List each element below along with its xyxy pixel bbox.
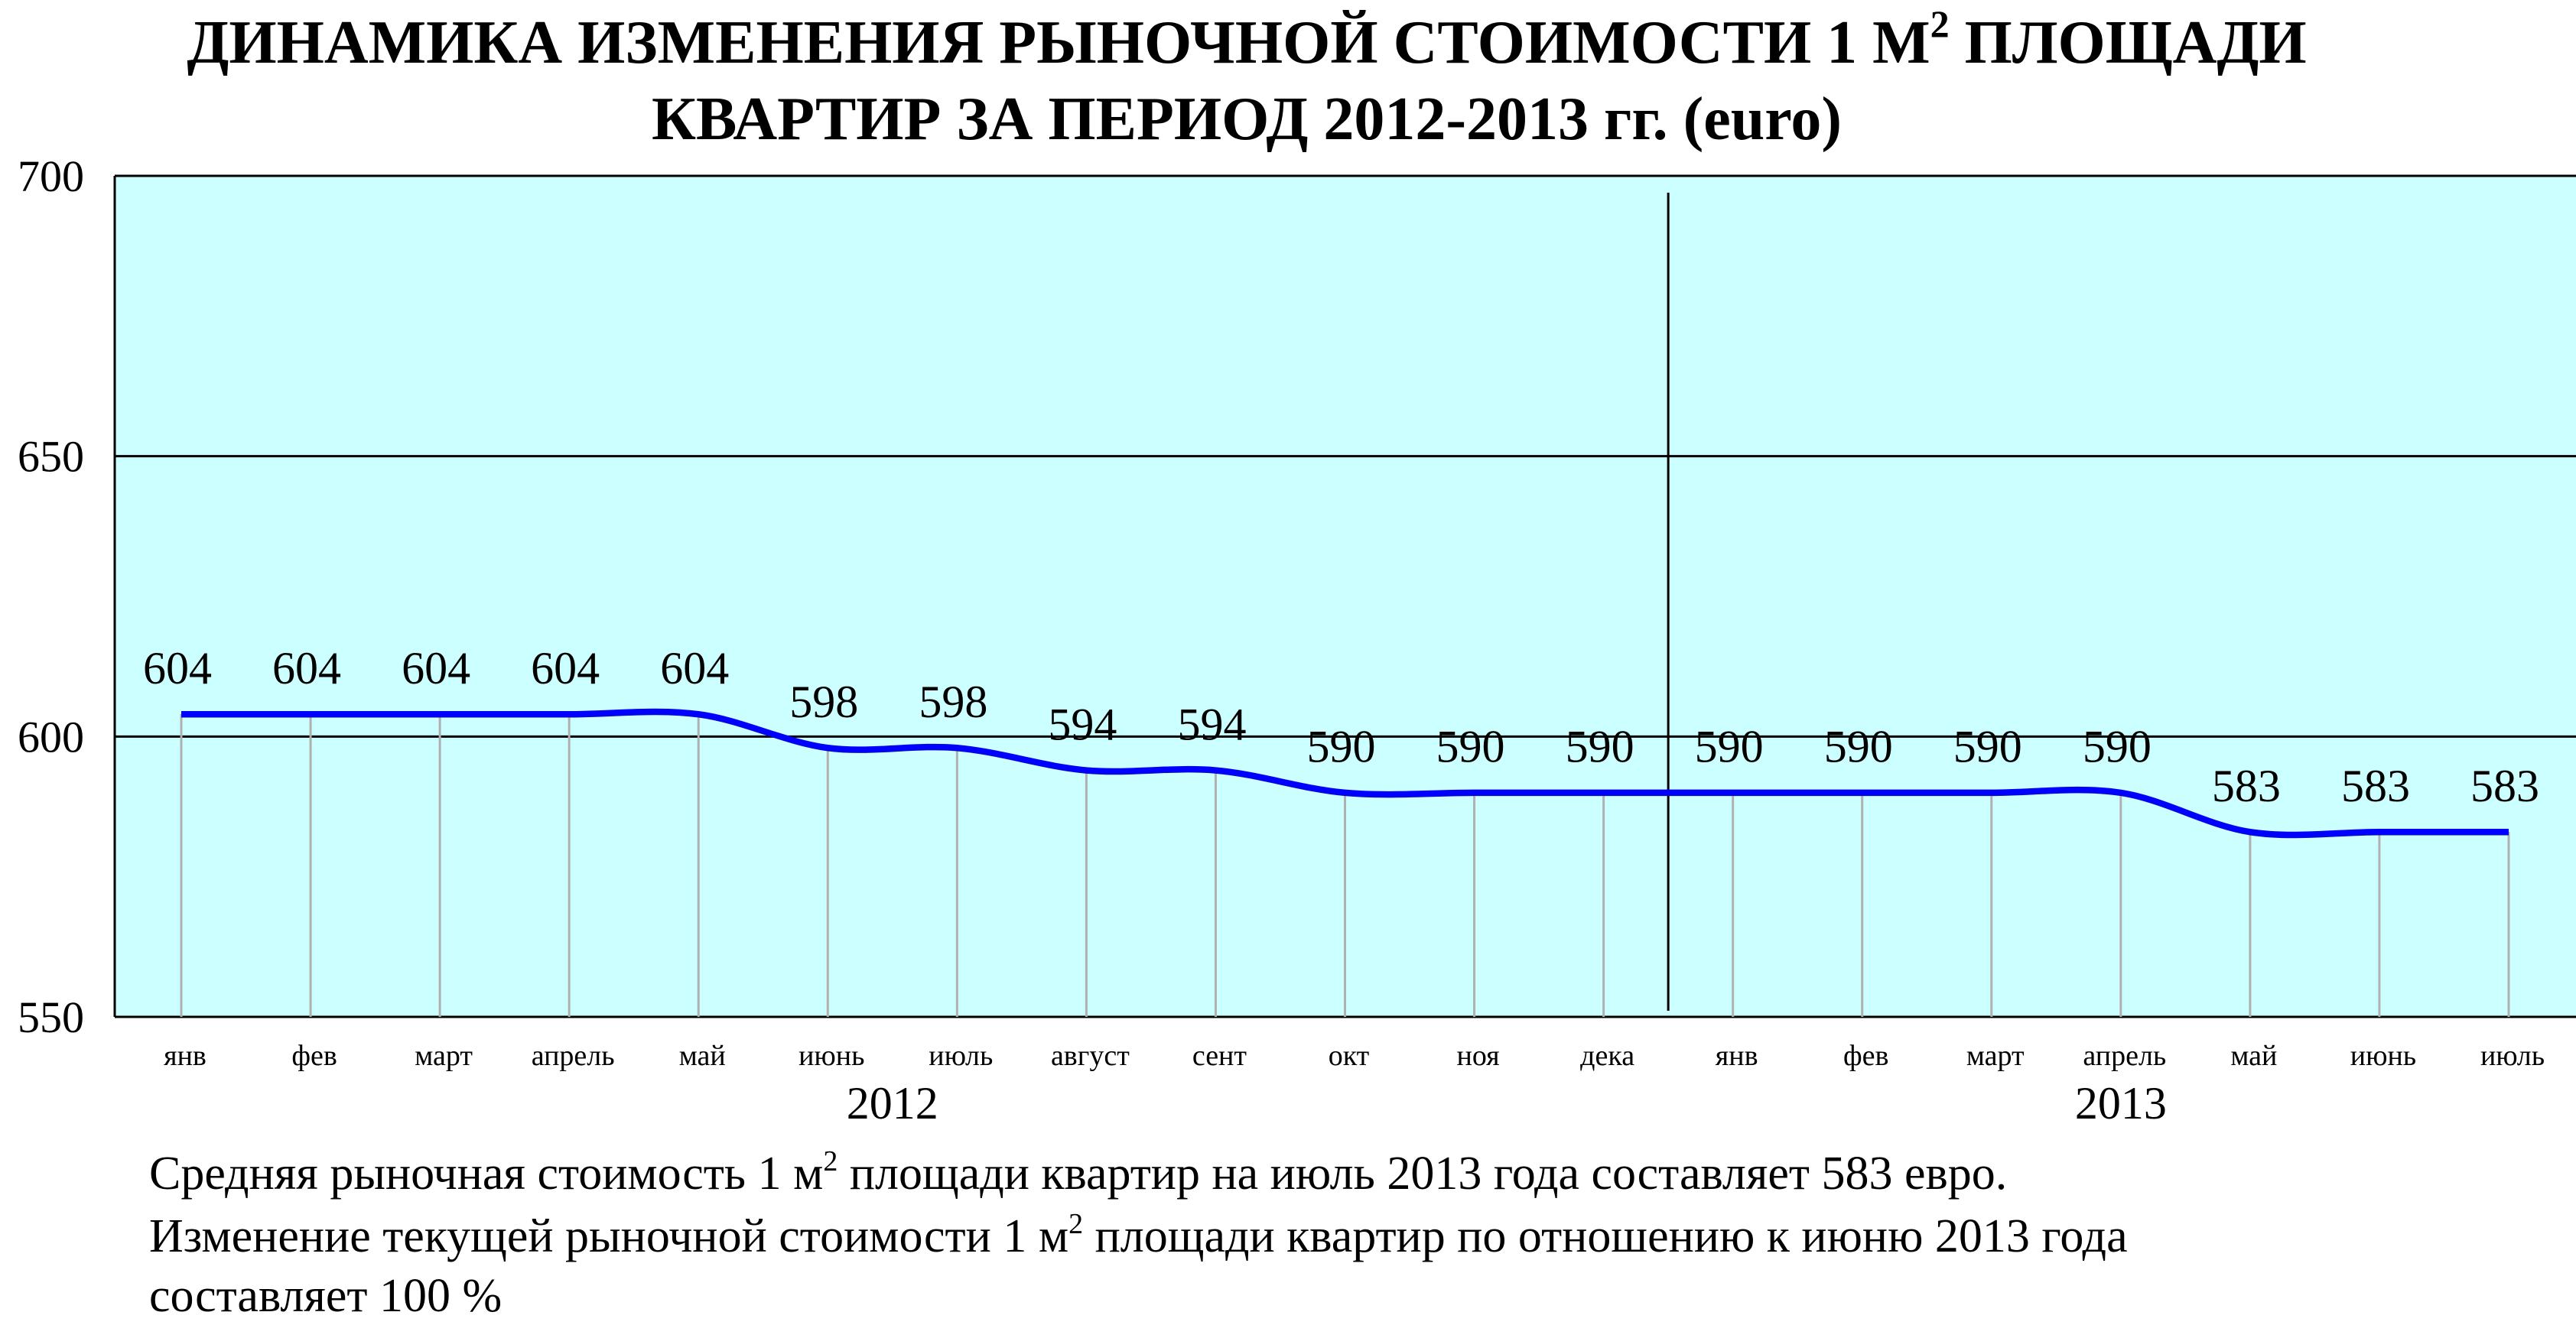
- data-label: 583: [2212, 761, 2281, 811]
- chart-title-line-1: ДИНАМИКА ИЗМЕНЕНИЯ РЫНОЧНОЙ СТОИМОСТИ 1 …: [187, 2, 2306, 76]
- series-line: [181, 708, 2509, 838]
- data-label: 590: [1824, 722, 1893, 772]
- x-tick-label: фев: [291, 1040, 337, 1072]
- title-superscript: 2: [1930, 2, 1950, 45]
- y-tick-label: 700: [18, 151, 84, 201]
- y-tick-label: 650: [18, 432, 84, 482]
- data-label: 598: [919, 677, 987, 727]
- x-tick-label: март: [415, 1040, 473, 1072]
- data-label: 604: [660, 643, 729, 693]
- x-tick-label: июль: [929, 1040, 993, 1072]
- axes: [113, 176, 1670, 1017]
- data-label: 590: [2083, 722, 2152, 772]
- x-tick-label: сент: [1192, 1040, 1247, 1072]
- data-label: 583: [2341, 761, 2410, 811]
- x-tick-label: май: [679, 1040, 726, 1072]
- grid-layer: [115, 174, 2576, 1018]
- note-line-1: Средняя рыночная стоимость 1 м2 площади …: [149, 1145, 2007, 1200]
- drop-lines: [180, 714, 2510, 1017]
- data-label: 604: [531, 643, 600, 693]
- note-line-3: составляет 100 %: [149, 1270, 502, 1321]
- data-label: 594: [1048, 699, 1117, 749]
- x-tick-label: окт: [1329, 1040, 1370, 1072]
- x-tick-label: ноя: [1457, 1040, 1500, 1072]
- x-tick-label: май: [2230, 1040, 2277, 1072]
- year-labels: 2012 2013: [847, 1078, 2167, 1129]
- x-tick-labels: янв фев март апрель май июнь июль август сент окт…: [164, 1040, 2545, 1072]
- year-label: 2013: [2075, 1078, 2167, 1129]
- x-tick-label: янв: [164, 1040, 207, 1072]
- x-tick-label: фев: [1843, 1040, 1888, 1072]
- data-label: 590: [1307, 722, 1376, 772]
- x-tick-label: апрель: [2083, 1040, 2166, 1072]
- y-tick-label: 550: [18, 992, 84, 1042]
- x-tick-label: янв: [1716, 1040, 1758, 1072]
- series-layer: [181, 708, 2509, 839]
- data-label: 604: [272, 643, 341, 693]
- x-tick-label: июнь: [2350, 1040, 2416, 1072]
- data-label: 590: [1436, 722, 1505, 772]
- data-label: 598: [789, 677, 858, 727]
- data-label: 590: [1695, 722, 1764, 772]
- x-tick-label: июль: [2480, 1040, 2545, 1072]
- data-label: 583: [2470, 761, 2539, 811]
- data-label: 604: [143, 643, 212, 693]
- x-tick-label: март: [1966, 1040, 2025, 1072]
- x-tick-label: август: [1051, 1040, 1130, 1072]
- x-tick-label: дека: [1580, 1040, 1634, 1072]
- x-tick-label: апрель: [532, 1040, 615, 1072]
- y-tick-label: 600: [18, 712, 84, 762]
- data-labels: 604 604 604 604 604 598 598 594 594 590 590 590 590 5…: [143, 643, 2539, 811]
- x-tick-label: июнь: [798, 1040, 864, 1072]
- year-label: 2012: [847, 1078, 938, 1129]
- chart-title-line-2: КВАРТИР ЗА ПЕРИОД 2012-2013 гг. (euro): [652, 86, 1842, 153]
- data-label: 590: [1566, 722, 1634, 772]
- y-tick-labels: 550 600 650 700: [18, 151, 84, 1042]
- data-label: 590: [1953, 722, 2022, 772]
- note-line-2: Изменение текущей рыночной стоимости 1 м…: [149, 1208, 2128, 1262]
- data-label: 604: [402, 643, 470, 693]
- data-label: 594: [1177, 699, 1246, 749]
